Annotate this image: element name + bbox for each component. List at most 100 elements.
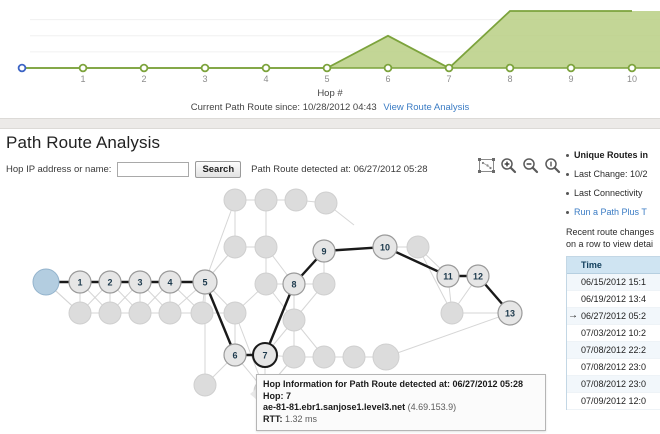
graph-inactive-node[interactable] (158, 301, 182, 325)
graph-inactive-node[interactable] (342, 345, 366, 369)
tooltip-rtt-label: RTT: (263, 413, 283, 424)
sidebar-bullet-last-change: Last Change: 10/2 (566, 169, 660, 180)
zoom-in-icon[interactable] (500, 157, 517, 174)
graph-hop-node[interactable] (158, 270, 182, 294)
table-row[interactable]: 07/09/2012 12:0 (567, 392, 660, 410)
graph-hop-node[interactable] (68, 270, 92, 294)
tooltip-ip: (4.69.153.9) (407, 402, 457, 412)
chart-hop-marker[interactable] (261, 63, 271, 73)
hop-latency-chart (17, 10, 660, 73)
graph-hop-node[interactable] (466, 264, 490, 288)
graph-inactive-node[interactable] (254, 235, 278, 259)
graph-hop-node[interactable] (128, 270, 152, 294)
chart-x-tick: 5 (324, 74, 330, 84)
chart-hop-marker[interactable] (444, 63, 454, 73)
fit-to-view-icon[interactable] (478, 157, 495, 174)
graph-inactive-node[interactable] (190, 301, 214, 325)
graph-inactive-node[interactable] (223, 188, 247, 212)
graph-inactive-node[interactable] (406, 235, 430, 259)
ghost-nodes (68, 188, 464, 403)
table-row[interactable]: 07/08/2012 23:0 (567, 358, 660, 376)
chart-hop-marker[interactable] (78, 63, 88, 73)
chart-x-tick: 4 (263, 74, 269, 84)
graph-hop-node[interactable] (192, 269, 218, 295)
chart-x-tick: 3 (202, 74, 208, 84)
sidebar-bullet-run-path-plus-test[interactable]: Run a Path Plus T (566, 207, 660, 218)
graph-inactive-node[interactable] (128, 301, 152, 325)
graph-hop-node[interactable] (98, 270, 122, 294)
tooltip-host-row: ae-81-81.ebr1.sanjose1.level3.net (4.69.… (263, 402, 539, 414)
route-change-time[interactable]: 06/19/2012 13:4 (567, 290, 660, 308)
chart-hop-marker[interactable] (322, 63, 332, 73)
chart-area-fill (22, 11, 660, 68)
graph-inactive-node[interactable] (254, 188, 278, 212)
graph-inactive-node[interactable] (312, 272, 336, 296)
table-row[interactable]: 06/15/2012 15:1 (567, 273, 660, 291)
chart-hop-marker[interactable] (383, 63, 393, 73)
graph-hop-node[interactable] (436, 264, 460, 288)
graph-inactive-node[interactable] (193, 373, 217, 397)
route-change-time[interactable]: 07/03/2012 10:2 (567, 324, 660, 342)
graph-inactive-node[interactable] (254, 272, 278, 296)
table-row[interactable]: 06/19/2012 13:4 (567, 290, 660, 308)
graph-inactive-node[interactable] (223, 235, 247, 259)
chart-hop-marker[interactable] (200, 63, 210, 73)
graph-inactive-node[interactable] (223, 301, 247, 325)
tooltip-hop-row: Hop: 7 (263, 391, 539, 403)
chart-hop-marker[interactable] (566, 63, 576, 73)
search-button[interactable]: Search (195, 161, 242, 178)
column-header-time[interactable]: Time (567, 257, 660, 274)
graph-inactive-node[interactable] (372, 343, 400, 371)
route-info-sidebar: Unique Routes in Last Change: 10/2 Last Co… (566, 150, 660, 434)
graph-inactive-node[interactable] (282, 345, 306, 369)
chart-hop-marker[interactable] (627, 63, 637, 73)
zoom-reset-icon[interactable] (544, 157, 561, 174)
chart-hop-marker[interactable] (139, 63, 149, 73)
graph-hop-node[interactable] (282, 272, 306, 296)
table-row[interactable]: 06/27/2012 05:2 (567, 307, 660, 325)
graph-inactive-node[interactable] (284, 188, 308, 212)
route-change-time[interactable]: 07/08/2012 23:0 (567, 358, 660, 376)
chart-x-tick: 8 (507, 74, 513, 84)
route-change-time[interactable]: 06/15/2012 15:1 (567, 273, 660, 291)
graph-mesh-edge (385, 312, 511, 358)
graph-inactive-node[interactable] (282, 308, 306, 332)
view-route-analysis-link[interactable]: View Route Analysis (383, 102, 470, 113)
chart-footer-prefix: Current Path Route since: (190, 102, 301, 113)
table-row[interactable]: 07/08/2012 23:0 (567, 375, 660, 393)
graph-hop-node[interactable] (497, 300, 523, 326)
tooltip-pointer (250, 388, 257, 400)
tooltip-hop-label: Hop: (263, 390, 284, 401)
route-change-time[interactable]: 06/27/2012 05:2 (567, 307, 660, 325)
table-body: 06/15/2012 15:106/19/2012 13:406/27/2012… (567, 273, 660, 410)
chart-footer: Current Path Route since: 10/28/2012 04:… (0, 102, 660, 113)
graph-zoom-tools (478, 157, 561, 174)
graph-hop-node[interactable] (312, 239, 336, 263)
zoom-out-icon[interactable] (522, 157, 539, 174)
graph-inactive-node[interactable] (68, 301, 92, 325)
chart-hop-marker[interactable] (505, 63, 515, 73)
route-change-time[interactable]: 07/09/2012 12:0 (567, 392, 660, 410)
chart-origin-marker[interactable] (17, 63, 27, 73)
table-row[interactable]: 07/08/2012 22:2 (567, 341, 660, 359)
chart-x-tick: 7 (446, 74, 452, 84)
route-change-time[interactable]: 07/08/2012 23:0 (567, 375, 660, 393)
path-route-detected-at: Path Route detected at: 06/27/2012 05:28 (251, 164, 428, 175)
search-input[interactable] (117, 162, 190, 177)
graph-origin-node[interactable] (32, 268, 60, 296)
graph-inactive-node[interactable] (312, 345, 336, 369)
sidebar-bullet-list: Unique Routes in Last Change: 10/2 Last Co… (566, 150, 660, 218)
graph-inactive-node[interactable] (314, 191, 338, 215)
graph-inactive-node[interactable] (98, 301, 122, 325)
graph-selected-node[interactable] (252, 342, 278, 368)
tooltip-rtt-row: RTT: 1.32 ms (263, 414, 539, 426)
graph-hop-node[interactable] (223, 343, 247, 367)
graph-path-edge (203, 281, 237, 356)
tooltip-hostname: ae-81-81.ebr1.sanjose1.level3.net (263, 402, 406, 412)
sidebar-bullet-label[interactable]: Run a Path Plus T (574, 207, 647, 217)
graph-hop-node[interactable] (372, 234, 398, 260)
table-row[interactable]: 07/03/2012 10:2 (567, 324, 660, 342)
route-change-time[interactable]: 07/08/2012 22:2 (567, 341, 660, 359)
graph-inactive-node[interactable] (440, 301, 464, 325)
